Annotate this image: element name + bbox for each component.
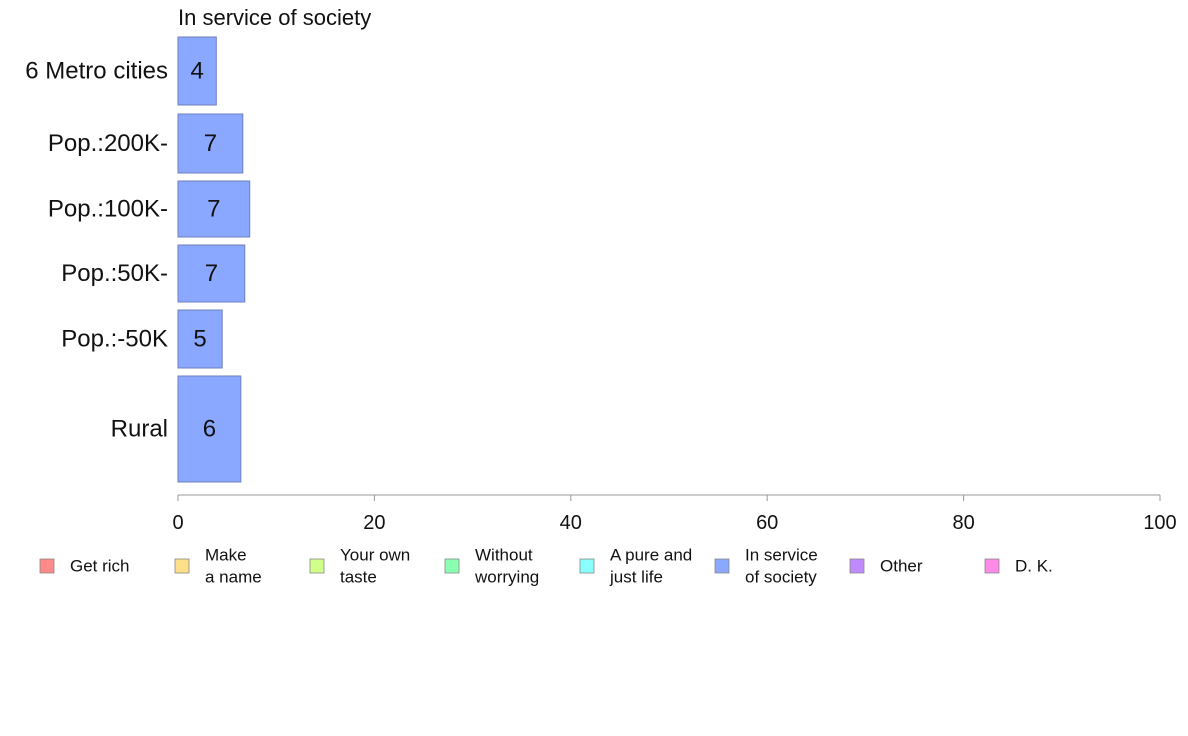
category-labels: 6 Metro cities Pop.:200K- Pop.:100K- Pop.:5… [25,58,168,443]
data-label: 7 [207,196,220,223]
legend-label: D. K. [1015,557,1053,576]
legend-label: Get rich [70,557,130,576]
category-label: Pop.:50K- [61,260,168,287]
legend-label: a name [205,568,262,587]
legend-label: of society [745,568,817,587]
legend-item: Other [849,557,923,576]
bar [177,113,244,174]
bar [177,309,223,369]
x-axis: 0 20 40 60 80 100 [172,494,1177,534]
legend-swatch [849,558,865,574]
data-label: 7 [204,130,217,157]
bar [177,244,246,303]
bar [177,36,217,106]
category-label: Rural [111,416,168,443]
legend-item: Your own taste [309,546,410,587]
bar-group [177,36,251,483]
legend-label: Make [205,546,247,565]
legend-item: Make a name [174,546,262,587]
bar [177,180,251,238]
category-label: Pop.:-50K [61,326,168,353]
category-label: Pop.:200K- [48,130,168,157]
x-tick-label: 80 [952,512,974,534]
legend-label: taste [340,568,377,587]
legend-label: A pure and [610,546,692,565]
category-label: Pop.:100K- [48,196,168,223]
legend-label: just life [609,568,663,587]
legend-label: worrying [474,568,539,587]
legend-item: In service of society [714,546,818,587]
x-tick-label: 60 [756,512,778,534]
legend-label: Your own [340,546,410,565]
legend-swatch [309,558,325,574]
legend-item: A pure and just life [579,546,692,587]
legend-item: D. K. [984,557,1053,576]
legend-swatch [714,558,730,574]
bar [177,375,242,483]
x-tick-label: 100 [1143,512,1176,534]
legend-label: Other [880,557,923,576]
legend-swatch [984,558,1000,574]
x-tick-label: 20 [363,512,385,534]
legend-swatch [39,558,55,574]
category-label: 6 Metro cities [25,58,168,85]
data-labels: 4 7 7 7 5 6 [190,58,220,443]
data-label: 5 [193,326,206,353]
data-label: 6 [203,416,216,443]
legend: Get rich Make a name Your own taste Without wo… [39,546,1053,587]
legend-item: Without worrying [444,546,539,587]
data-label: 4 [190,58,203,85]
x-tick-label: 0 [172,512,183,534]
x-tick-label: 40 [560,512,582,534]
legend-label: In service [745,546,818,565]
legend-label: Without [475,546,533,565]
legend-swatch [174,558,190,574]
legend-swatch [444,558,460,574]
legend-item: Get rich [39,557,130,576]
data-label: 7 [205,260,218,287]
chart-title: In service of society [178,5,371,30]
legend-swatch [579,558,595,574]
